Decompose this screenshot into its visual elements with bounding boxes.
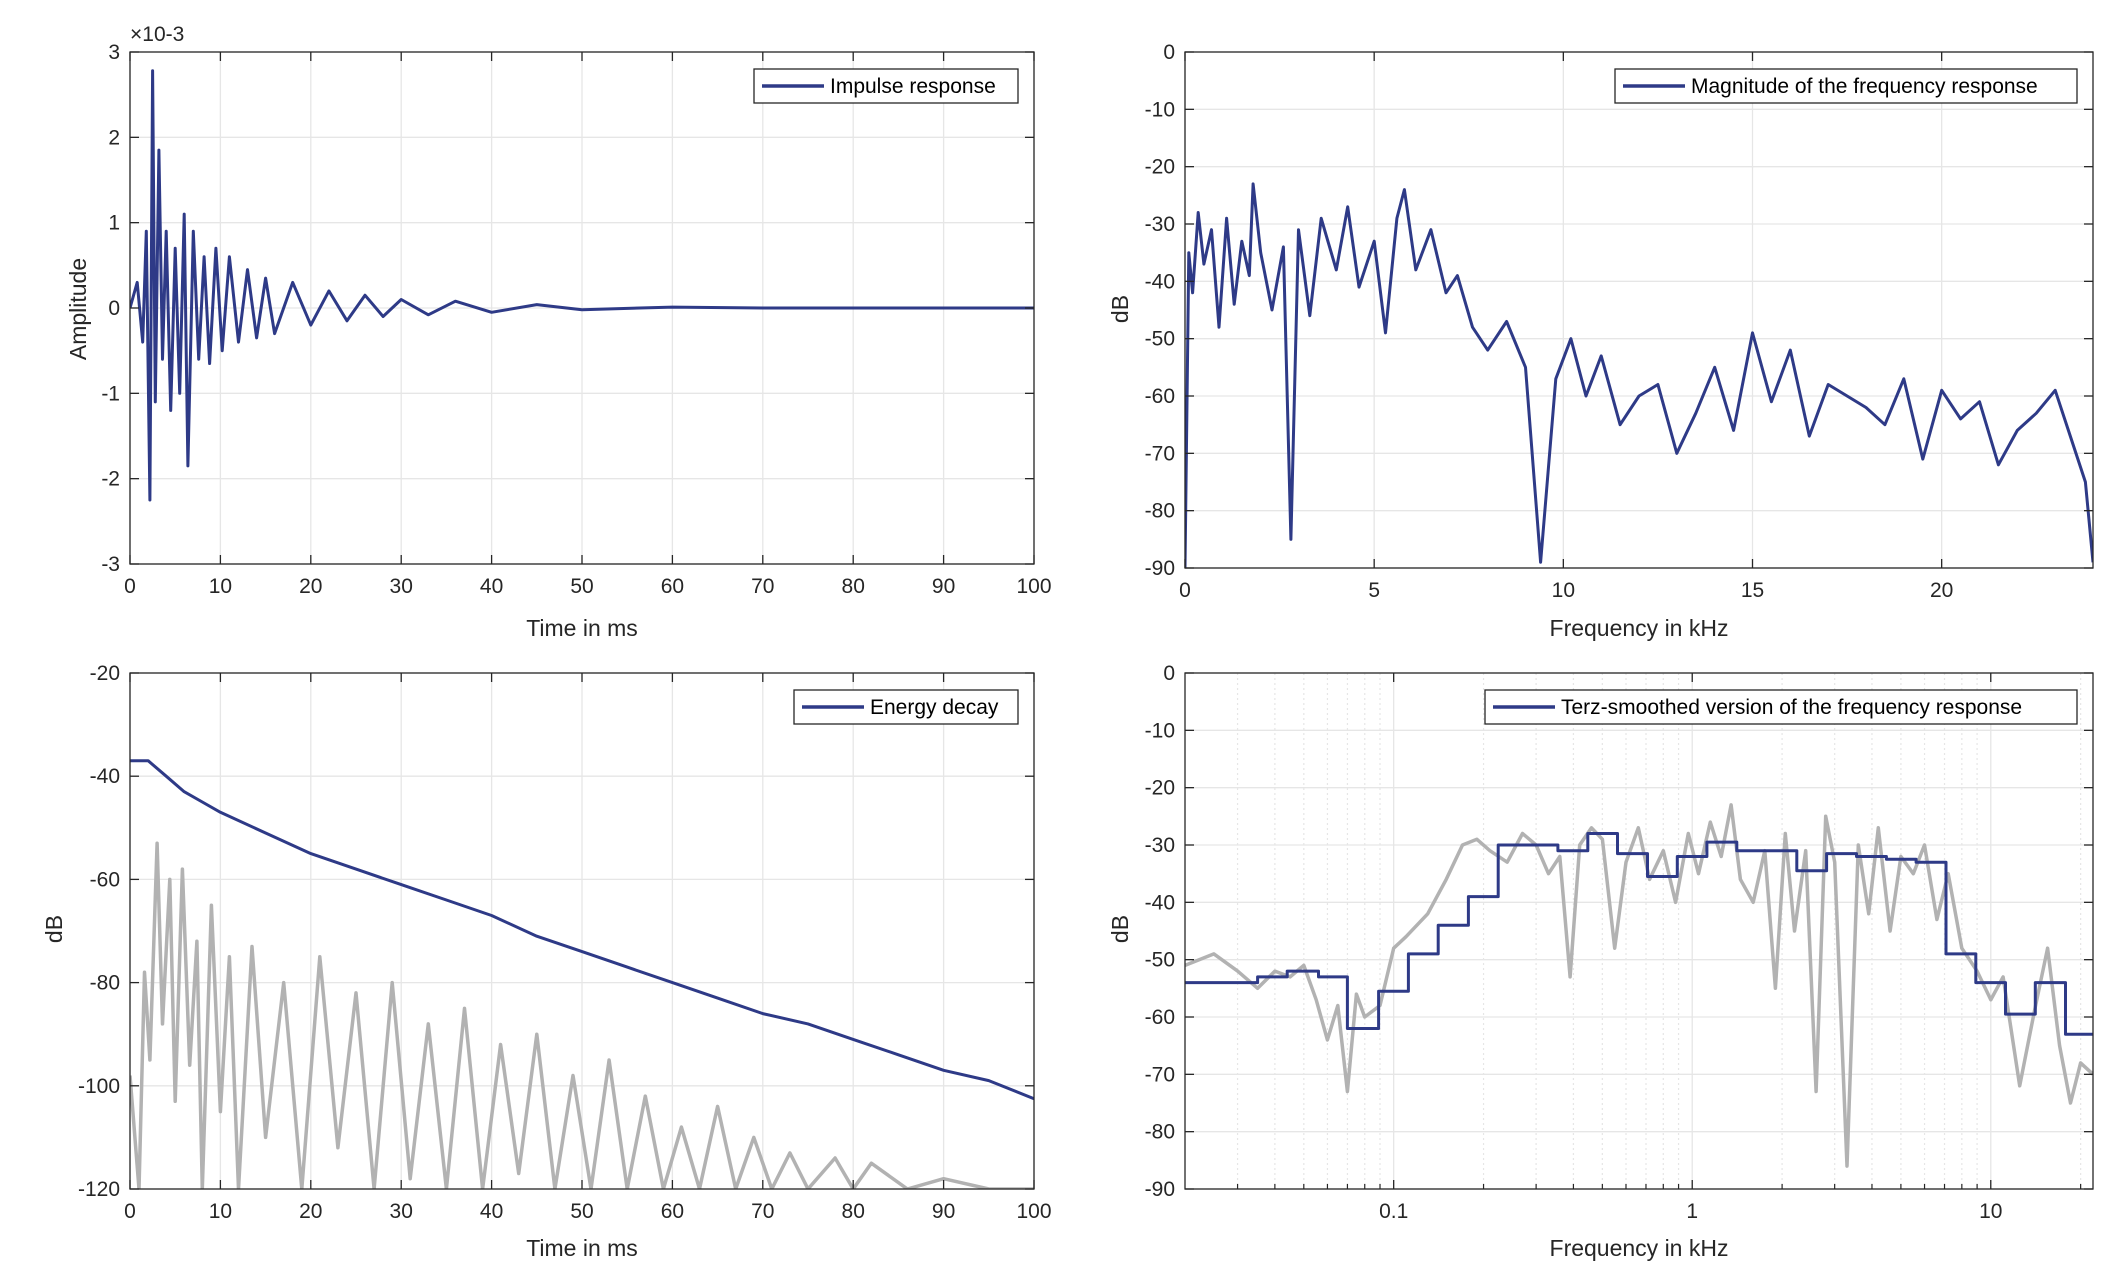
y-tick-label: -90: [1145, 1178, 1175, 1201]
x-tick-label: 70: [751, 1200, 774, 1223]
x-tick-label: 30: [390, 575, 413, 598]
legend: Terz-smoothed version of the frequency r…: [1484, 689, 2078, 725]
y-tick-label: -80: [1145, 1121, 1175, 1144]
axes-frame: [1184, 51, 2094, 569]
x-tick-label: 0.1: [1379, 1200, 1408, 1223]
series-line-terz-smoothed-version-of-the-frequency-response: [1185, 832, 2093, 1036]
x-tick-label: 60: [661, 575, 684, 598]
y-tick-label: -10: [1145, 98, 1175, 121]
y-tick-label: -40: [90, 765, 120, 788]
y-axis-label: dB: [41, 915, 67, 943]
legend: Impulse response: [753, 68, 1019, 104]
x-tick-label: 30: [390, 1200, 413, 1223]
legend: Magnitude of the frequency response: [1614, 68, 2078, 104]
x-tick-label: 100: [1016, 1200, 1051, 1223]
x-tick-label: 10: [209, 1200, 232, 1223]
series-line-gray: [130, 841, 1034, 1189]
impulse-response-plot: ×10-3 Time in ms Amplitude 0 10 20 30 40 50 60…: [65, 23, 1052, 641]
x-tick-label: 20: [299, 575, 322, 598]
x-tick-label: 1: [1686, 1200, 1698, 1223]
y-tick-label: -80: [1145, 500, 1175, 523]
x-tick-label: 50: [570, 575, 593, 598]
y-tick-label: 1: [108, 212, 120, 235]
y-tick-label: -30: [1145, 834, 1175, 857]
y-tick-label: 2: [108, 126, 120, 149]
terz-smoothed-plot: Frequency in kHz dB 0.1 1 10 0 -10 -20 -30 -40 -…: [1107, 662, 2094, 1261]
y-axis-label: dB: [1107, 915, 1133, 943]
x-tick-label: 80: [842, 575, 865, 598]
x-axis-label: Time in ms: [526, 1235, 638, 1261]
x-tick-label: 80: [842, 1200, 865, 1223]
y-tick-label: 0: [1163, 662, 1175, 685]
plot-area: [1185, 52, 2093, 568]
y-tick-label: -10: [1145, 719, 1175, 742]
frequency-response-plot: Frequency in kHz dB 0 5 10 15 20 0 -10 -20 -30 -4…: [1107, 41, 2094, 641]
y-tick-label: -30: [1145, 213, 1175, 236]
legend-label: Energy decay: [870, 696, 999, 719]
axes-frame: [1184, 672, 2094, 1190]
y-tick-label: -20: [1145, 156, 1175, 179]
x-tick-label: 60: [661, 1200, 684, 1223]
legend-label: Magnitude of the frequency response: [1691, 75, 2038, 98]
x-tick-label: 40: [480, 1200, 503, 1223]
x-tick-label: 15: [1741, 579, 1764, 602]
x-tick-label: 20: [1930, 579, 1953, 602]
x-tick-label: 0: [1179, 579, 1191, 602]
x-tick-label: 90: [932, 575, 955, 598]
plot-area: [1185, 673, 2093, 1189]
x-tick-label: 50: [570, 1200, 593, 1223]
y-axis-label: dB: [1107, 295, 1133, 323]
y-tick-label: -50: [1145, 328, 1175, 351]
y-tick-label: -40: [1145, 270, 1175, 293]
x-tick-label: 40: [480, 575, 503, 598]
legend-box: [1614, 68, 2078, 104]
legend-label: Terz-smoothed version of the frequency r…: [1561, 696, 2022, 719]
legend-box: [1484, 689, 2078, 725]
y-tick-label: -3: [101, 553, 120, 576]
x-tick-label: 10: [1979, 1200, 2002, 1223]
y-tick-label: -20: [1145, 777, 1175, 800]
y-tick-label: -60: [90, 868, 120, 891]
y-tick-label: -60: [1145, 385, 1175, 408]
series-line-energy-decay: [130, 759, 1034, 1101]
y-axis-label: Amplitude: [65, 258, 91, 360]
series-line-magnitude-of-the-frequency-response: [1185, 182, 2093, 568]
y-tick-label: -60: [1145, 1006, 1175, 1029]
x-axis-label: Frequency in kHz: [1550, 1235, 1729, 1261]
y-tick-label: -2: [101, 468, 120, 491]
x-tick-label: 10: [209, 575, 232, 598]
x-tick-label: 0: [124, 575, 136, 598]
y-tick-label: 3: [108, 41, 120, 64]
series-line-gray: [1185, 803, 2093, 1168]
y-tick-label: -70: [1145, 1063, 1175, 1086]
x-axis-label: Time in ms: [526, 615, 638, 641]
x-tick-label: 100: [1016, 575, 1051, 598]
x-tick-label: 90: [932, 1200, 955, 1223]
y-tick-label: -70: [1145, 442, 1175, 465]
y-tick-label: -40: [1145, 891, 1175, 914]
legend: Energy decay: [793, 689, 1019, 725]
y-tick-label: -90: [1145, 557, 1175, 580]
y-tick-label: -1: [101, 382, 120, 405]
y-tick-label: -80: [90, 972, 120, 995]
y-tick-label: -120: [78, 1178, 120, 1201]
y-exponent-label: ×10-3: [130, 23, 184, 46]
y-tick-label: -50: [1145, 949, 1175, 972]
series-line-impulse-response: [130, 69, 1034, 502]
x-tick-label: 20: [299, 1200, 322, 1223]
x-tick-label: 0: [124, 1200, 136, 1223]
x-tick-label: 5: [1368, 579, 1380, 602]
y-tick-label: 0: [108, 297, 120, 320]
energy-decay-plot: Time in ms dB 0 10 20 30 40 50 60 70 80 90 100 -20 -…: [41, 662, 1052, 1261]
legend-label: Impulse response: [830, 75, 996, 98]
y-tick-label: 0: [1163, 41, 1175, 64]
x-axis-label: Frequency in kHz: [1550, 615, 1729, 641]
x-tick-label: 10: [1552, 579, 1575, 602]
y-tick-label: -100: [78, 1075, 120, 1098]
x-tick-label: 70: [751, 575, 774, 598]
y-tick-label: -20: [90, 662, 120, 685]
